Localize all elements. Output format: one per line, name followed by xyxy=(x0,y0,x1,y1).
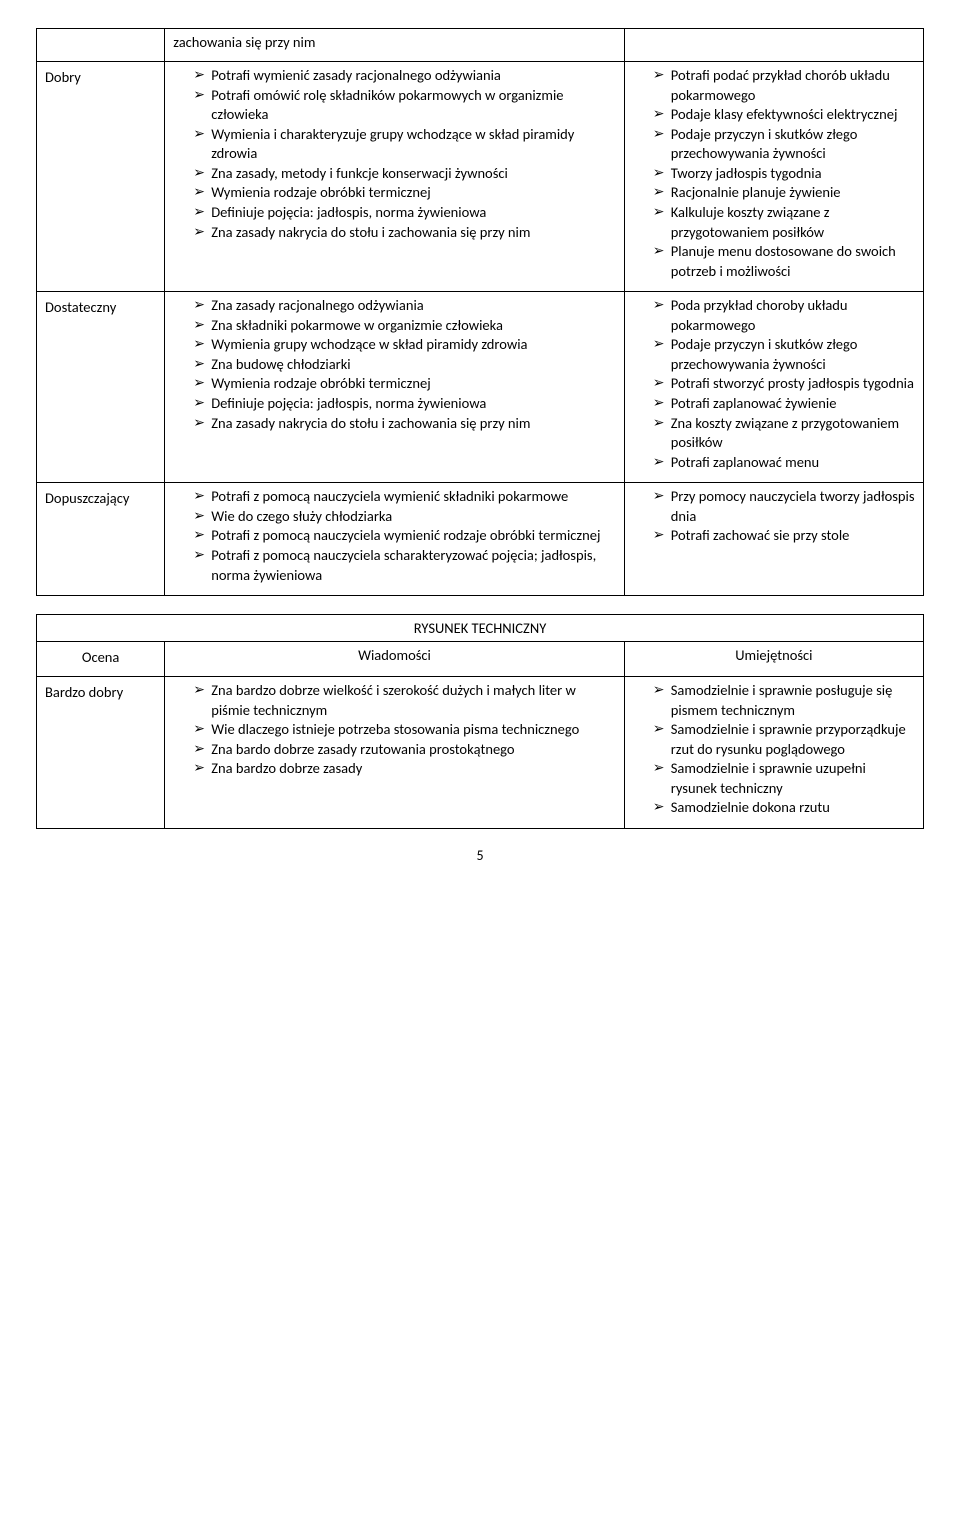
table-row: Dopuszczający Potrafi z pomocą nauczycie… xyxy=(37,483,924,596)
row-label: Dopuszczający xyxy=(37,483,165,596)
grading-table-2: RYSUNEK TECHNICZNY Ocena Wiadomości Umie… xyxy=(36,614,924,829)
list-item: Potrafi zaplanować żywienie xyxy=(653,394,915,414)
list-item: Zna zasady, metody i funkcje konserwacji… xyxy=(193,164,616,184)
skills-cell xyxy=(624,29,923,62)
page-number: 5 xyxy=(36,847,924,864)
list-item: Wie do czego służy chłodziarka xyxy=(193,507,616,527)
header-row: Ocena Wiadomości Umiejętności xyxy=(37,642,924,677)
list-item: Potrafi zachować sie przy stole xyxy=(653,526,915,546)
list-item: Kalkuluje koszty związane z przygotowani… xyxy=(653,203,915,242)
list-item: Definiuje pojęcia: jadłospis, norma żywi… xyxy=(193,203,616,223)
row-label: Bardzo dobry xyxy=(37,677,165,829)
header-grade: Ocena xyxy=(37,642,165,677)
list-item: Samodzielnie i sprawnie przyporządkuje r… xyxy=(653,720,915,759)
row-label: Dostateczny xyxy=(37,292,165,483)
list-item: Zna zasady nakrycia do stołu i zachowani… xyxy=(193,414,616,434)
table-row: zachowania się przy nim xyxy=(37,29,924,62)
list-item: Podaje klasy efektywności elektrycznej xyxy=(653,105,915,125)
list-item: Zna bardzo dobrze wielkość i szerokość d… xyxy=(193,681,616,720)
knowledge-cell: Zna bardzo dobrze wielkość i szerokość d… xyxy=(165,677,625,829)
row-label xyxy=(37,29,165,62)
list-item: Podaje przyczyn i skutków złego przechow… xyxy=(653,125,915,164)
bullet-list: Zna zasady racjonalnego odżywiania Zna s… xyxy=(173,296,616,433)
list-item: Poda przykład choroby układu pokarmowego xyxy=(653,296,915,335)
section-title-row: RYSUNEK TECHNICZNY xyxy=(37,615,924,642)
list-item: Potrafi z pomocą nauczyciela wymienić sk… xyxy=(193,487,616,507)
list-item: Potrafi podać przykład chorób układu pok… xyxy=(653,66,915,105)
skills-cell: Poda przykład choroby układu pokarmowego… xyxy=(624,292,923,483)
list-item: Wymienia rodzaje obróbki termicznej xyxy=(193,374,616,394)
list-item: Wymienia grupy wchodzące w skład piramid… xyxy=(193,335,616,355)
list-item: Potrafi zaplanować menu xyxy=(653,453,915,473)
skills-cell: Przy pomocy nauczyciela tworzy jadłospis… xyxy=(624,483,923,596)
list-item: Zna zasady racjonalnego odżywiania xyxy=(193,296,616,316)
bullet-list: Poda przykład choroby układu pokarmowego… xyxy=(633,296,915,472)
grading-table-1: zachowania się przy nim Dobry Potrafi wy… xyxy=(36,28,924,596)
list-item: Zna zasady nakrycia do stołu i zachowani… xyxy=(193,223,616,243)
bullet-list: Zna bardzo dobrze wielkość i szerokość d… xyxy=(173,681,616,779)
knowledge-cell: Potrafi wymienić zasady racjonalnego odż… xyxy=(165,62,625,292)
bullet-list: Potrafi z pomocą nauczyciela wymienić sk… xyxy=(173,487,616,585)
bullet-list: Potrafi wymienić zasady racjonalnego odż… xyxy=(173,66,616,242)
list-item: Podaje przyczyn i skutków złego przechow… xyxy=(653,335,915,374)
list-item: Wymienia rodzaje obróbki termicznej xyxy=(193,183,616,203)
knowledge-cell: zachowania się przy nim xyxy=(165,29,625,62)
header-knowledge: Wiadomości xyxy=(165,642,625,677)
list-item: Wymienia i charakteryzuje grupy wchodząc… xyxy=(193,125,616,164)
bullet-list: Potrafi podać przykład chorób układu pok… xyxy=(633,66,915,281)
list-item: Potrafi wymienić zasady racjonalnego odż… xyxy=(193,66,616,86)
list-item: Potrafi stworzyć prosty jadłospis tygodn… xyxy=(653,374,915,394)
knowledge-cell: Potrafi z pomocą nauczyciela wymienić sk… xyxy=(165,483,625,596)
skills-cell: Samodzielnie i sprawnie posługuje się pi… xyxy=(624,677,923,829)
table-body: zachowania się przy nim Dobry Potrafi wy… xyxy=(37,29,924,596)
list-item: Zna budowę chłodziarki xyxy=(193,355,616,375)
bullet-list: Przy pomocy nauczyciela tworzy jadłospis… xyxy=(633,487,915,546)
row-label: Dobry xyxy=(37,62,165,292)
continuation-text: zachowania się przy nim xyxy=(173,33,315,51)
bullet-list: Samodzielnie i sprawnie posługuje się pi… xyxy=(633,681,915,818)
table-body: RYSUNEK TECHNICZNY Ocena Wiadomości Umie… xyxy=(37,615,924,829)
list-item: Przy pomocy nauczyciela tworzy jadłospis… xyxy=(653,487,915,526)
knowledge-cell: Zna zasady racjonalnego odżywiania Zna s… xyxy=(165,292,625,483)
list-item: Zna składniki pokarmowe w organizmie czł… xyxy=(193,316,616,336)
list-item: Planuje menu dostosowane do swoich potrz… xyxy=(653,242,915,281)
list-item: Samodzielnie dokona rzutu xyxy=(653,798,915,818)
skills-cell: Potrafi podać przykład chorób układu pok… xyxy=(624,62,923,292)
list-item: Potrafi z pomocą nauczyciela wymienić ro… xyxy=(193,526,616,546)
list-item: Wie dlaczego istnieje potrzeba stosowani… xyxy=(193,720,616,740)
table-row: Bardzo dobry Zna bardzo dobrze wielkość … xyxy=(37,677,924,829)
list-item: Zna bardzo dobrze zasady xyxy=(193,759,616,779)
header-skills: Umiejętności xyxy=(624,642,923,677)
list-item: Potrafi z pomocą nauczyciela scharaktery… xyxy=(193,546,616,585)
list-item: Zna koszty związane z przygotowaniem pos… xyxy=(653,414,915,453)
list-item: Potrafi omówić rolę składników pokarmowy… xyxy=(193,86,616,125)
list-item: Zna bardo dobrze zasady rzutowania prost… xyxy=(193,740,616,760)
list-item: Samodzielnie i sprawnie posługuje się pi… xyxy=(653,681,915,720)
list-item: Definiuje pojęcia: jadłospis, norma żywi… xyxy=(193,394,616,414)
list-item: Samodzielnie i sprawnie uzupełni rysunek… xyxy=(653,759,915,798)
list-item: Tworzy jadłospis tygodnia xyxy=(653,164,915,184)
table-row: Dostateczny Zna zasady racjonalnego odży… xyxy=(37,292,924,483)
section-title: RYSUNEK TECHNICZNY xyxy=(37,615,924,642)
table-row: Dobry Potrafi wymienić zasady racjonalne… xyxy=(37,62,924,292)
list-item: Racjonalnie planuje żywienie xyxy=(653,183,915,203)
